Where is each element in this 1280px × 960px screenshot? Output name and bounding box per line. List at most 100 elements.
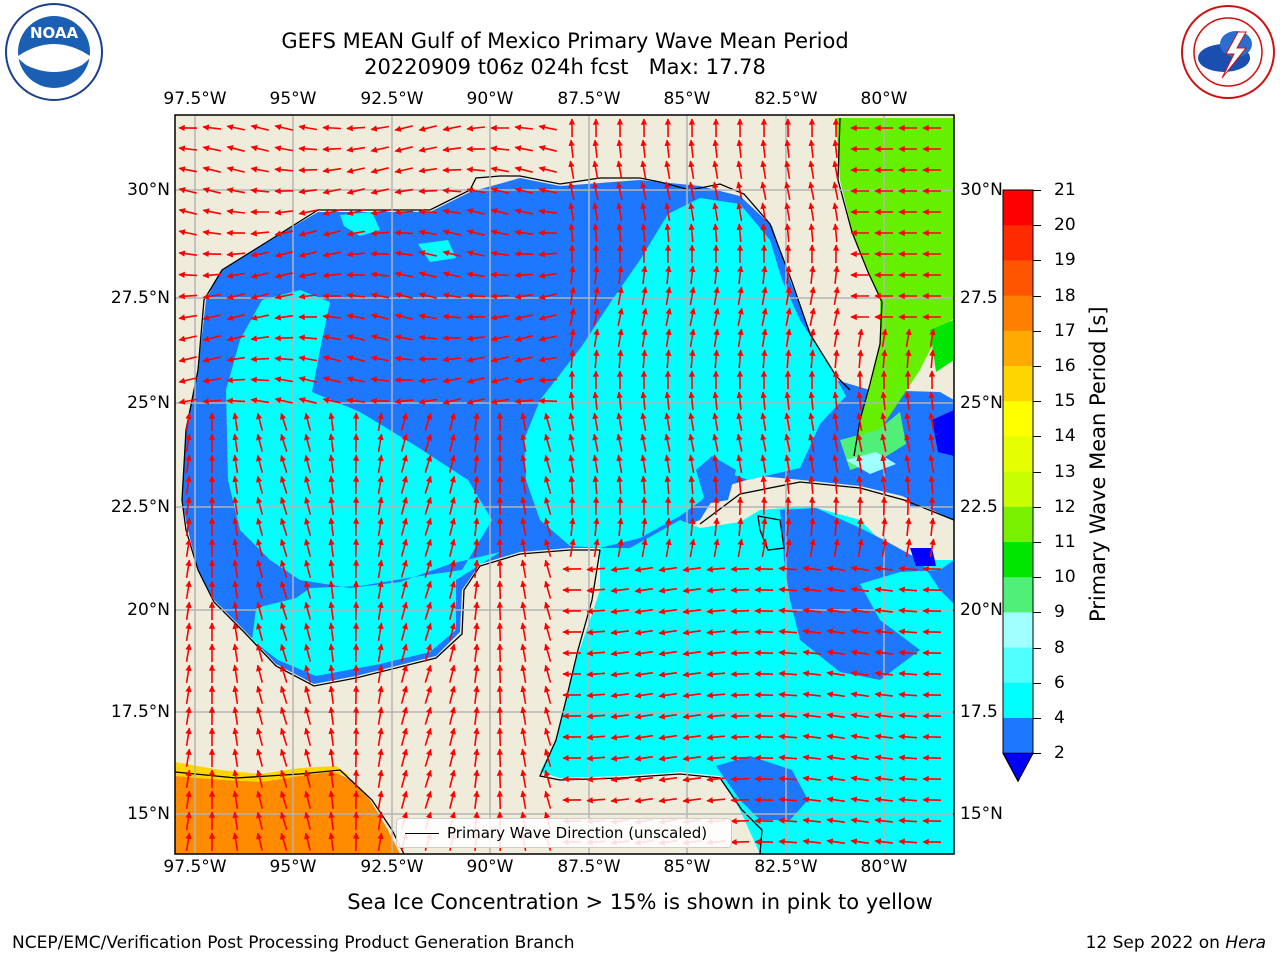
wave-direction-arrow <box>304 769 312 788</box>
wave-direction-arrow <box>682 692 702 699</box>
wave-direction-arrow <box>737 349 744 369</box>
wave-direction-arrow <box>808 391 815 410</box>
wave-direction-arrow <box>592 160 599 180</box>
wave-direction-arrow <box>449 622 456 641</box>
wave-direction-arrow <box>833 349 840 369</box>
wave-direction-arrow <box>641 349 648 369</box>
wave-direction-arrow <box>496 790 504 810</box>
wave-direction-arrow <box>634 671 654 678</box>
wave-direction-arrow <box>279 706 288 725</box>
wave-direction-arrow <box>568 454 575 474</box>
wave-direction-arrow <box>832 139 839 158</box>
wave-direction-arrow <box>929 349 936 369</box>
wave-direction-arrow <box>593 307 600 326</box>
wave-direction-arrow <box>712 454 719 474</box>
wave-direction-arrow <box>377 622 384 642</box>
wave-direction-arrow <box>809 286 816 306</box>
wave-direction-arrow <box>898 817 918 824</box>
wave-direction-arrow <box>424 538 433 557</box>
wave-direction-arrow <box>424 580 433 599</box>
wave-direction-arrow <box>449 475 456 494</box>
wave-direction-arrow <box>226 272 246 279</box>
wave-direction-arrow <box>898 586 918 593</box>
wave-direction-arrow <box>898 607 918 614</box>
wave-direction-arrow <box>328 601 335 621</box>
wave-direction-arrow <box>304 727 312 746</box>
wave-direction-arrow <box>706 629 726 636</box>
wave-direction-arrow <box>898 796 918 803</box>
wave-direction-arrow <box>658 587 678 594</box>
wave-direction-arrow <box>304 559 312 578</box>
wave-direction-arrow <box>377 790 384 810</box>
wave-direction-arrow <box>202 208 221 215</box>
wave-direction-arrow <box>514 208 533 215</box>
wave-direction-arrow <box>760 202 767 222</box>
wave-direction-arrows <box>178 118 942 852</box>
wave-direction-arrow <box>706 566 726 573</box>
wave-direction-arrow <box>304 664 312 683</box>
wave-direction-arrow <box>377 433 384 453</box>
wave-direction-arrow <box>808 160 815 180</box>
wave-direction-arrow <box>304 706 312 725</box>
wave-direction-arrow <box>394 250 414 257</box>
wave-direction-arrow <box>520 454 527 474</box>
wave-direction-arrow <box>784 454 791 474</box>
wave-direction-arrow <box>802 775 821 782</box>
wave-direction-arrow <box>616 433 623 452</box>
wave-direction-arrow <box>442 146 462 153</box>
wave-direction-arrow <box>394 313 413 320</box>
chart-title: GEFS MEAN Gulf of Mexico Primary Wave Me… <box>281 29 849 53</box>
wave-direction-arrow <box>322 272 342 279</box>
wave-direction-arrow <box>178 398 198 405</box>
wave-direction-arrow <box>784 433 791 452</box>
wave-direction-arrow <box>544 790 552 809</box>
wave-direction-arrow <box>490 398 509 405</box>
wave-direction-arrow <box>232 412 239 432</box>
chart-subtitle-run: 20220909 t06z 024h fcst Max: 17.78 <box>364 55 766 79</box>
wave-direction-arrow <box>394 208 414 216</box>
wave-direction-arrow <box>473 706 480 725</box>
noaa-logo-text: NOAA <box>30 24 79 42</box>
wave-direction-arrow <box>449 538 456 557</box>
wave-direction-arrow <box>202 272 222 279</box>
wave-direction-arrow <box>400 559 408 578</box>
wave-direction-arrow <box>520 559 527 579</box>
wave-direction-arrow <box>473 622 480 641</box>
colorbar-band <box>1003 330 1033 367</box>
wave-direction-arrow <box>664 202 671 222</box>
wave-direction-arrow <box>418 146 437 153</box>
wave-direction-arrow <box>737 328 744 348</box>
colorbar-tick: 2 <box>1054 743 1065 764</box>
colorbar-band <box>1003 577 1033 613</box>
wave-direction-arrow <box>617 538 624 558</box>
wave-direction-arrow <box>298 355 318 362</box>
wave-direction-arrow <box>610 692 629 699</box>
wave-direction-arrow <box>424 517 433 536</box>
wave-direction-arrow <box>298 188 318 195</box>
colorbar-tick: 13 <box>1054 461 1076 482</box>
wave-direction-arrow <box>226 251 246 258</box>
wave-direction-arrow <box>736 223 743 243</box>
wave-direction-arrow <box>688 139 695 158</box>
wave-direction-arrow <box>394 229 414 237</box>
wave-direction-arrow <box>664 181 671 200</box>
wave-direction-arrow <box>832 181 839 200</box>
lon-label-bottom: 80°W <box>860 857 908 877</box>
colorbar-tick: 15 <box>1054 391 1076 412</box>
colorbar-tick-mark <box>1033 718 1041 719</box>
colorbar-tick-mark <box>1033 577 1041 579</box>
wave-direction-arrow <box>226 124 245 131</box>
wave-direction-arrow <box>298 209 317 216</box>
wave-direction-arrow <box>473 496 480 515</box>
wave-direction-arrow <box>328 643 335 663</box>
lat-label-left: 17.5°N <box>110 702 170 722</box>
wave-direction-arrow <box>832 433 839 452</box>
wave-direction-arrow <box>688 391 695 410</box>
wave-direction-arrow <box>256 622 264 641</box>
wave-direction-arrow <box>202 124 221 131</box>
wave-direction-arrow <box>586 797 606 804</box>
wave-direction-arrow <box>808 181 815 200</box>
wave-direction-arrow <box>682 797 702 804</box>
wave-direction-arrow <box>881 328 888 348</box>
wave-direction-arrow <box>400 664 408 683</box>
